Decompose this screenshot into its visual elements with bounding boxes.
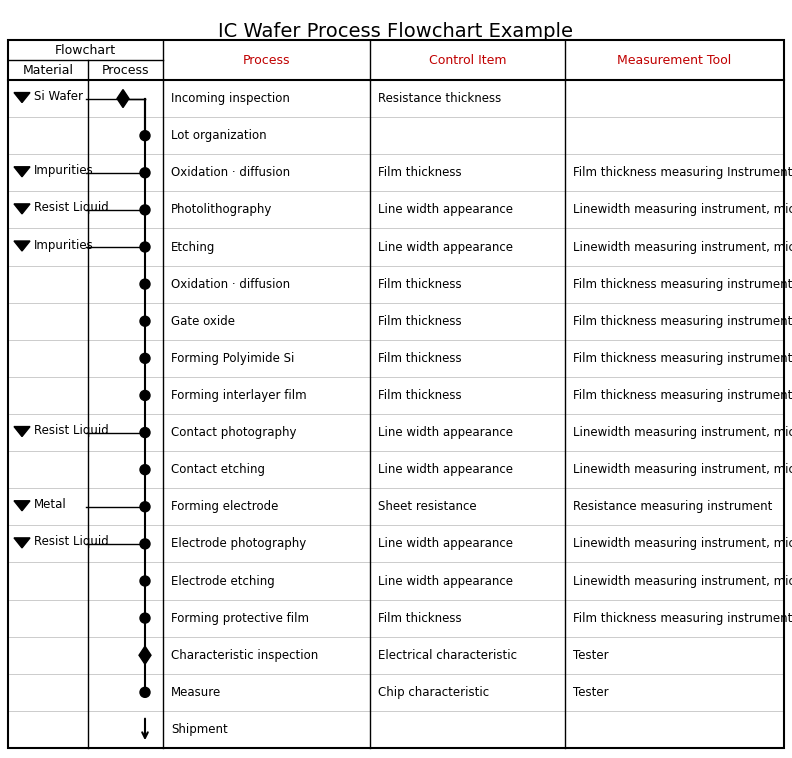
Polygon shape (139, 647, 151, 664)
Text: Electrode photography: Electrode photography (171, 537, 307, 550)
Text: Film thickness: Film thickness (378, 612, 462, 625)
Text: Contact photography: Contact photography (171, 426, 296, 439)
Text: Measurement Tool: Measurement Tool (618, 54, 732, 67)
Text: Impurities: Impurities (34, 239, 93, 252)
Circle shape (140, 613, 150, 623)
Text: Tester: Tester (573, 686, 608, 699)
Circle shape (140, 390, 150, 400)
Text: Line width appearance: Line width appearance (378, 463, 513, 476)
Text: Resist Liquid: Resist Liquid (34, 424, 109, 437)
Text: Film thickness measuring instrument: Film thickness measuring instrument (573, 277, 792, 290)
Circle shape (140, 428, 150, 437)
Text: Forming Polyimide Si: Forming Polyimide Si (171, 352, 295, 365)
Text: Contact etching: Contact etching (171, 463, 265, 476)
Text: Resist Liquid: Resist Liquid (34, 535, 109, 548)
Circle shape (140, 168, 150, 178)
Text: Resist Liquid: Resist Liquid (34, 202, 109, 215)
Text: Oxidation · diffusion: Oxidation · diffusion (171, 277, 290, 290)
Text: Film thickness measuring instrument: Film thickness measuring instrument (573, 389, 792, 402)
Polygon shape (14, 204, 30, 214)
Circle shape (140, 576, 150, 586)
Circle shape (140, 242, 150, 252)
Polygon shape (14, 501, 30, 511)
Circle shape (140, 279, 150, 289)
Text: Si Wafer: Si Wafer (34, 90, 83, 103)
Circle shape (140, 539, 150, 549)
Circle shape (140, 465, 150, 475)
Text: Line width appearance: Line width appearance (378, 240, 513, 253)
Text: Gate oxide: Gate oxide (171, 315, 235, 327)
Text: Electrical characteristic: Electrical characteristic (378, 649, 517, 662)
Text: Linewidth measuring instrument, microscope: Linewidth measuring instrument, microsco… (573, 240, 792, 253)
Text: Resistance thickness: Resistance thickness (378, 92, 501, 105)
Text: Flowchart: Flowchart (55, 43, 116, 57)
Circle shape (140, 205, 150, 215)
Text: Linewidth measuring instrument, microscope: Linewidth measuring instrument, microsco… (573, 426, 792, 439)
Text: Film thickness measuring instrument: Film thickness measuring instrument (573, 315, 792, 327)
Text: Film thickness measuring instrument: Film thickness measuring instrument (573, 352, 792, 365)
Text: Shipment: Shipment (171, 723, 228, 736)
Polygon shape (117, 89, 129, 108)
Text: Forming interlayer film: Forming interlayer film (171, 389, 307, 402)
Text: Oxidation · diffusion: Oxidation · diffusion (171, 166, 290, 180)
Text: Film thickness: Film thickness (378, 166, 462, 180)
Text: Line width appearance: Line width appearance (378, 426, 513, 439)
Text: Linewidth measuring instrument, microscope: Linewidth measuring instrument, microsco… (573, 537, 792, 550)
Text: Tester: Tester (573, 649, 608, 662)
Text: Characteristic inspection: Characteristic inspection (171, 649, 318, 662)
Polygon shape (14, 427, 30, 437)
Text: Process: Process (243, 54, 290, 67)
Text: Metal: Metal (34, 498, 67, 512)
Text: Film thickness: Film thickness (378, 352, 462, 365)
Text: Line width appearance: Line width appearance (378, 203, 513, 216)
Polygon shape (14, 538, 30, 548)
Circle shape (140, 316, 150, 326)
Text: Film thickness measuring instrument: Film thickness measuring instrument (573, 612, 792, 625)
Text: Line width appearance: Line width appearance (378, 537, 513, 550)
Text: Process: Process (101, 64, 149, 77)
Text: Linewidth measuring instrument, microscope: Linewidth measuring instrument, microsco… (573, 575, 792, 587)
Circle shape (140, 353, 150, 363)
Text: Linewidth measuring instrument, microscope: Linewidth measuring instrument, microsco… (573, 203, 792, 216)
Text: Line width appearance: Line width appearance (378, 575, 513, 587)
Text: Film thickness: Film thickness (378, 277, 462, 290)
Text: Film thickness: Film thickness (378, 389, 462, 402)
Text: Resistance measuring instrument: Resistance measuring instrument (573, 500, 772, 513)
Circle shape (140, 502, 150, 512)
Text: Sheet resistance: Sheet resistance (378, 500, 477, 513)
Text: Electrode etching: Electrode etching (171, 575, 275, 587)
Text: Linewidth measuring instrument, microscope: Linewidth measuring instrument, microsco… (573, 463, 792, 476)
Text: Material: Material (22, 64, 74, 77)
Text: Photolithography: Photolithography (171, 203, 272, 216)
Text: Measure: Measure (171, 686, 221, 699)
Text: Etching: Etching (171, 240, 215, 253)
Text: Forming protective film: Forming protective film (171, 612, 309, 625)
Text: Control Item: Control Item (428, 54, 506, 67)
Text: Incoming inspection: Incoming inspection (171, 92, 290, 105)
Circle shape (140, 130, 150, 141)
Text: Impurities: Impurities (34, 164, 93, 177)
Text: Forming electrode: Forming electrode (171, 500, 278, 513)
Text: Chip characteristic: Chip characteristic (378, 686, 489, 699)
Text: Lot organization: Lot organization (171, 129, 267, 143)
Polygon shape (14, 241, 30, 251)
Polygon shape (14, 167, 30, 177)
Circle shape (140, 688, 150, 697)
Polygon shape (14, 92, 30, 102)
Text: IC Wafer Process Flowchart Example: IC Wafer Process Flowchart Example (219, 22, 573, 41)
Text: Film thickness: Film thickness (378, 315, 462, 327)
Text: Film thickness measuring Instrument: Film thickness measuring Instrument (573, 166, 792, 180)
